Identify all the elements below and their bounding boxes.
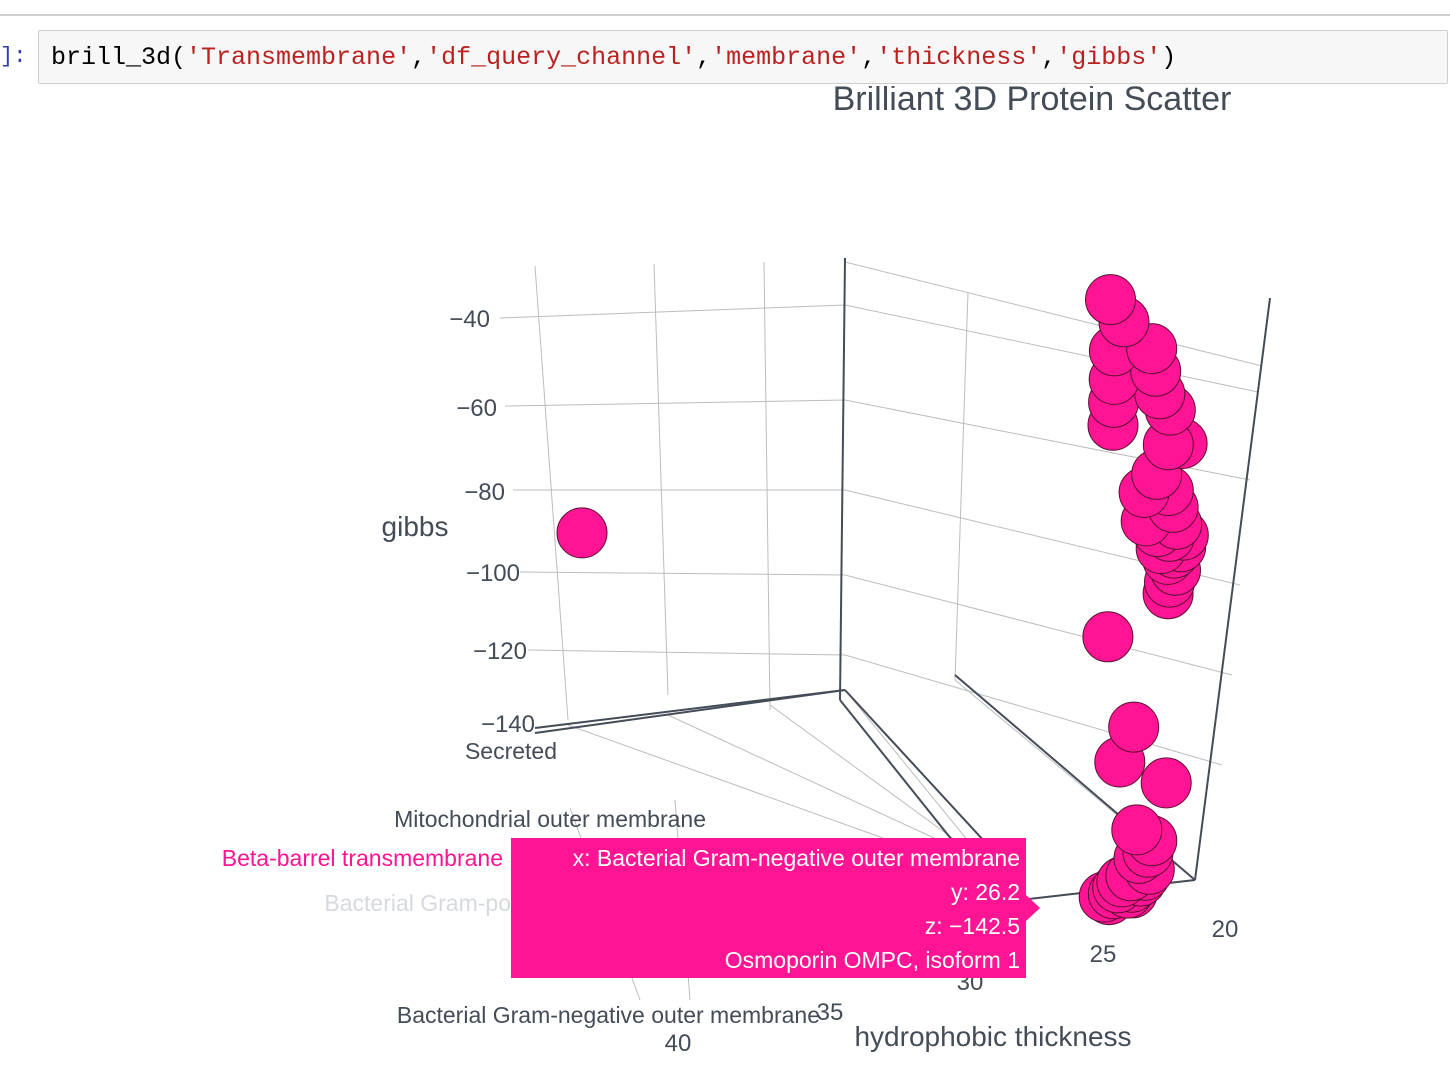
code-arg-4: 'thickness' bbox=[876, 43, 1042, 72]
chart-title: Brilliant 3D Protein Scatter bbox=[833, 80, 1232, 118]
z-tick-label: −60 bbox=[456, 395, 497, 422]
code-close: ) bbox=[1161, 43, 1177, 72]
x-tick-label: Secreted bbox=[465, 738, 557, 764]
code-arg-2: 'df_query_channel' bbox=[426, 43, 697, 72]
z-tick-label: −100 bbox=[466, 560, 520, 587]
data-point[interactable] bbox=[1140, 757, 1192, 809]
y-axis-title: hydrophobic thickness bbox=[854, 1021, 1131, 1052]
code-arg-3: 'membrane' bbox=[711, 43, 862, 72]
code-line[interactable]: brill_3d('Transmembrane','df_query_chann… bbox=[51, 43, 1177, 72]
data-markers[interactable] bbox=[556, 274, 1209, 926]
z-tick-label: −120 bbox=[473, 638, 527, 665]
x-tick-label: Mitochondrial outer membrane bbox=[394, 806, 706, 832]
hover-trace-name: Beta-barrel transmembrane bbox=[222, 845, 503, 871]
z-tick-label: −40 bbox=[449, 306, 490, 333]
y-tick-label: 40 bbox=[665, 1030, 692, 1057]
notebook-top-border bbox=[0, 14, 1450, 16]
x-tick-labels: Secreted Mitochondrial outer membrane Bact… bbox=[324, 738, 820, 1028]
data-point[interactable] bbox=[1111, 804, 1163, 856]
hover-x-text: x: Bacterial Gram-negative outer membran… bbox=[573, 845, 1020, 871]
hover-tooltip: x: Bacterial Gram-negative outer membran… bbox=[222, 838, 1040, 978]
z-tick-label: −140 bbox=[481, 711, 535, 738]
hover-name-text: Osmoporin OMPC, isoform 1 bbox=[725, 947, 1020, 973]
z-tick-labels: −40 −60 −80 −100 −120 −140 bbox=[449, 306, 535, 738]
code-arg-1: 'Transmembrane' bbox=[186, 43, 412, 72]
hover-z-text: z: −142.5 bbox=[925, 913, 1020, 939]
hover-y-text: y: 26.2 bbox=[951, 879, 1020, 905]
y-tick-label: 25 bbox=[1090, 941, 1117, 968]
y-tick-label: 35 bbox=[817, 999, 844, 1026]
cell-prompt: ]: bbox=[0, 44, 27, 69]
data-point[interactable] bbox=[1082, 611, 1134, 663]
data-point[interactable] bbox=[556, 507, 608, 559]
data-point[interactable] bbox=[1108, 701, 1160, 753]
code-func: brill_3d( bbox=[51, 43, 187, 72]
x-tick-label: Bacterial Gram-negative outer membrane bbox=[397, 1002, 820, 1028]
y-tick-label: 20 bbox=[1212, 916, 1239, 943]
data-point[interactable] bbox=[1085, 274, 1136, 326]
x-tick-label: Bacterial Gram-po bbox=[324, 890, 511, 916]
code-arg-5: 'gibbs' bbox=[1056, 43, 1162, 72]
z-axis-title: gibbs bbox=[382, 511, 449, 542]
z-tick-label: −80 bbox=[464, 479, 505, 506]
code-cell[interactable]: brill_3d('Transmembrane','df_query_chann… bbox=[38, 30, 1448, 84]
